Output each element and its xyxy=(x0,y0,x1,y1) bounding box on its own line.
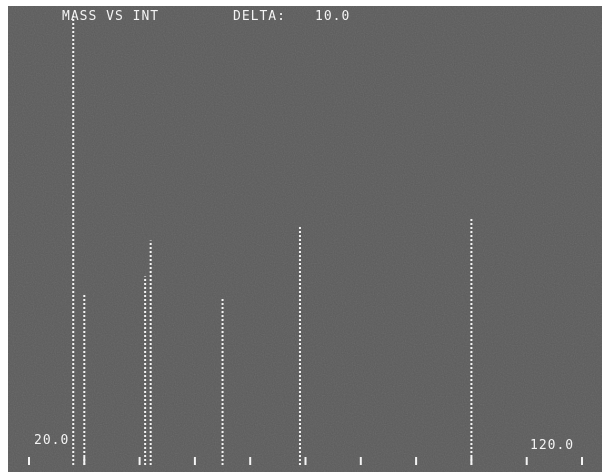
frame-right-edge xyxy=(602,0,609,472)
x-axis-ticks xyxy=(28,457,583,465)
chart-title: MASS VS INT xyxy=(62,9,160,24)
peak-series xyxy=(72,16,473,465)
x-axis-end-label: 120.0 xyxy=(530,438,575,453)
delta-label: DELTA: xyxy=(233,9,286,24)
frame-top-edge xyxy=(0,0,609,6)
x-axis-start-label: 20.0 xyxy=(34,433,70,448)
delta-value: 10.0 xyxy=(315,9,351,24)
frame-left-edge xyxy=(0,0,8,472)
